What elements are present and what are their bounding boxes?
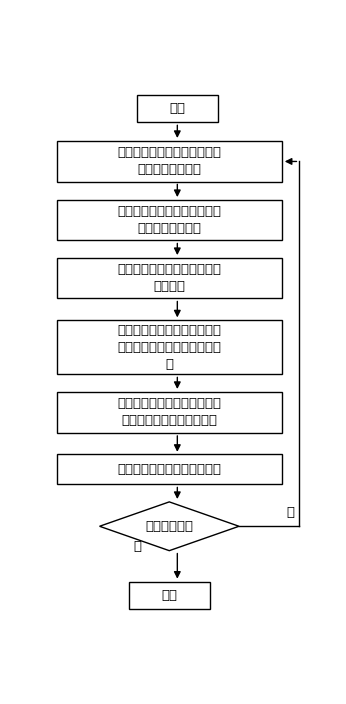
Bar [57,320,282,375]
Text: 判断是否停止: 判断是否停止 [145,520,193,533]
Text: 输出: 输出 [161,589,177,602]
Text: 是: 是 [133,541,141,553]
Bar [57,141,282,182]
Bar [57,392,282,433]
Polygon shape [100,502,239,551]
Bar [57,455,282,484]
Text: 建立坐标系，确定初始时刻激
光脉冲的方向向量: 建立坐标系，确定初始时刻激 光脉冲的方向向量 [117,146,221,177]
Text: 发射激光脉冲，记录下此时的
方向向量: 发射激光脉冲，记录下此时的 方向向量 [117,263,221,293]
Bar [137,95,218,122]
Text: 否: 否 [286,506,294,520]
Bar [57,258,282,298]
Bar [129,582,209,609]
Bar [57,200,282,240]
Text: 优化飞行时间，测出水平距离: 优化飞行时间，测出水平距离 [117,463,221,476]
Text: 接收端接收发射的激光脉冲，
时刻鉴别模块记录接收时刻: 接收端接收发射的激光脉冲， 时刻鉴别模块记录接收时刻 [117,398,221,427]
Text: 控制部分给发射端发出发射激
光脉冲的指令信号: 控制部分给发射端发出发射激 光脉冲的指令信号 [117,205,221,235]
Text: 开始: 开始 [169,102,185,115]
Text: 发射端向时刻鉴别模块发出信
号，时刻鉴别模块记录发射时
刻: 发射端向时刻鉴别模块发出信 号，时刻鉴别模块记录发射时 刻 [117,324,221,371]
